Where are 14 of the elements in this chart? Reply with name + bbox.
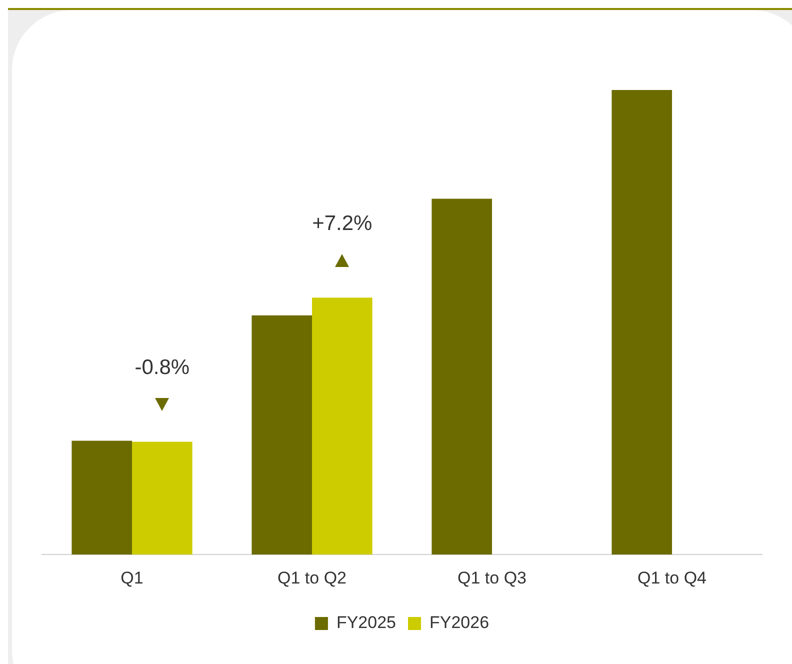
x-tick-label: Q1 to Q3	[458, 568, 526, 588]
bar	[132, 442, 192, 555]
bar	[432, 198, 492, 555]
bar	[612, 90, 672, 555]
bar	[72, 440, 132, 555]
x-tick-label: Q1 to Q4	[638, 568, 706, 588]
annotation: -0.8%	[134, 356, 191, 380]
x-tick-label: Q1 to Q2	[278, 568, 346, 588]
annotation: +7.2%	[311, 212, 374, 236]
x-tick-label: Q1	[120, 568, 144, 588]
bar	[312, 298, 372, 555]
legend-label: FY2026	[430, 613, 490, 632]
bar	[252, 315, 312, 555]
legend-label: FY2025	[336, 613, 396, 632]
